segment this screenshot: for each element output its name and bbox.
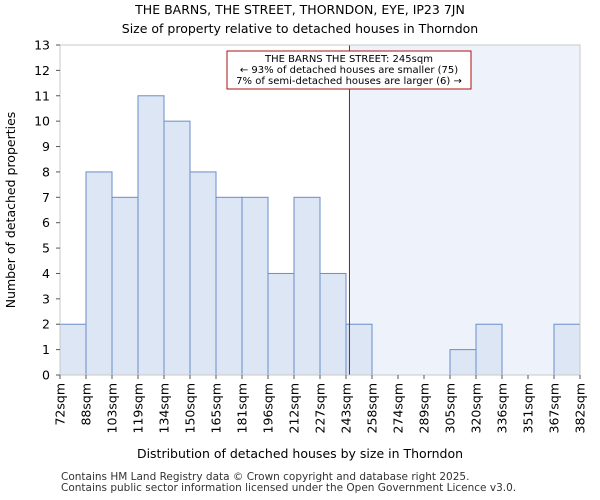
y-axis-label: Number of detached properties [3,112,18,309]
x-tick-label: 320sqm [469,383,484,433]
annotation-line-2: ← 93% of detached houses are smaller (75… [240,65,458,76]
x-tick-label: 88sqm [79,383,94,426]
x-tick-label: 227sqm [313,383,328,433]
y-tick-label: 7 [42,190,50,205]
y-tick-label: 11 [34,88,50,103]
x-tick-label: 72sqm [53,383,68,426]
x-axis-ticks: 72sqm 88sqm 103sqm 119sqm 134sqm 150sqm 165sqm… [53,375,588,433]
y-tick-label: 13 [34,38,50,53]
y-tick-label: 5 [42,241,50,256]
x-tick-label: 243sqm [339,383,354,433]
x-tick-label: 336sqm [495,383,510,433]
y-tick-label: 1 [42,342,50,357]
x-tick-label: 212sqm [287,383,302,433]
bar-103sqm [111,196,139,376]
y-tick-label: 9 [42,139,50,154]
bar-165sqm [215,196,243,376]
bar-320sqm [475,323,503,376]
x-tick-label: 196sqm [261,383,276,433]
x-tick-label: 119sqm [131,383,146,433]
x-tick-label: 382sqm [573,383,588,433]
x-tick-label: 134sqm [157,383,172,433]
y-tick-label: 3 [42,291,50,306]
x-tick-label: 165sqm [209,383,224,433]
bar-181sqm [241,196,269,376]
bar-367sqm [553,323,581,376]
bar-88sqm [85,171,113,376]
bar-72sqm [59,323,87,376]
x-tick-label: 274sqm [391,383,406,433]
x-tick-label: 367sqm [547,383,562,433]
x-tick-label: 150sqm [183,383,198,433]
footer-line-1: Contains HM Land Registry data © Crown c… [61,471,470,483]
y-tick-label: 10 [34,114,50,129]
annotation-box: THE BARNS THE STREET: 245sqm ← 93% of de… [226,50,472,90]
y-tick-label: 0 [42,368,50,383]
bar-305sqm [449,349,477,376]
bar-150sqm [189,171,217,376]
y-tick-label: 4 [42,266,50,281]
x-tick-label: 289sqm [417,383,432,433]
bar-196sqm [267,272,295,376]
x-tick-label: 181sqm [235,383,250,433]
chart-subtitle: Size of property relative to detached ho… [122,21,478,36]
x-axis-label: Distribution of detached houses by size … [137,446,463,461]
larger-region-shade [349,45,580,375]
bars-group [59,95,581,376]
y-tick-label: 12 [34,63,50,78]
bar-134sqm [163,120,191,376]
x-tick-label: 305sqm [443,383,458,433]
bar-212sqm [293,196,321,376]
footer-line-2: Contains public sector information licen… [61,482,517,494]
x-tick-label: 103sqm [105,383,120,433]
annotation-line-1: THE BARNS THE STREET: 245sqm [264,54,433,65]
y-tick-label: 6 [42,215,50,230]
annotation-border [226,50,472,90]
chart-title: THE BARNS, THE STREET, THORNDON, EYE, IP… [134,2,465,17]
x-tick-label: 258sqm [365,383,380,433]
x-tick-label: 351sqm [521,383,536,433]
bar-119sqm [137,95,165,376]
y-tick-label: 8 [42,164,50,179]
y-tick-label: 2 [42,317,50,332]
bar-243sqm [345,323,373,376]
bar-227sqm [319,272,347,376]
annotation-line-3: 7% of semi-detached houses are larger (6… [236,76,462,87]
